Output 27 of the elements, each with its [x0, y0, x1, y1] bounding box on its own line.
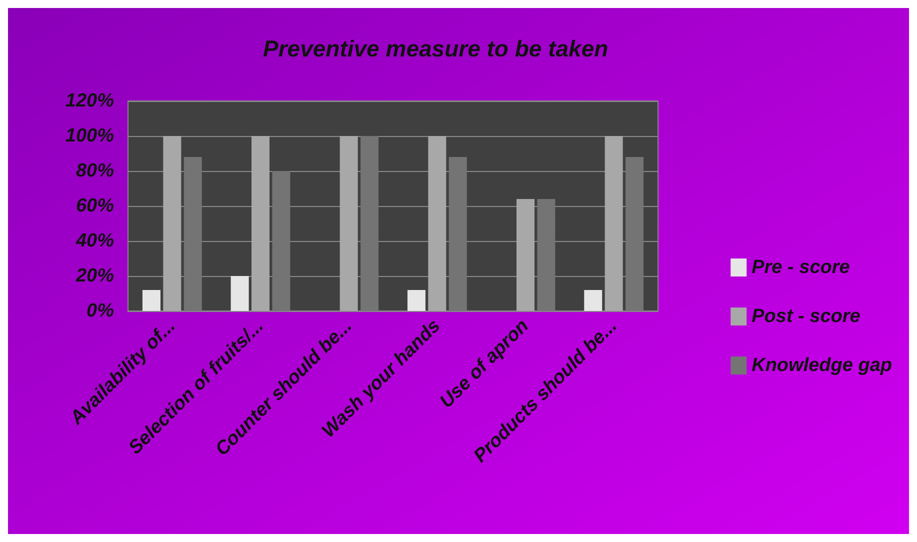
y-tick-label: 120%	[65, 90, 114, 112]
bar	[272, 171, 290, 311]
legend-label: Knowledge gap	[752, 355, 892, 376]
legend-label: Pre - score	[752, 257, 850, 278]
bar	[428, 136, 446, 311]
bar	[184, 157, 202, 311]
y-tick-label: 60%	[76, 196, 114, 216]
bar	[626, 157, 644, 311]
bar	[340, 136, 358, 311]
bar	[163, 136, 182, 311]
bar	[252, 136, 270, 311]
y-tick-label: 100%	[65, 126, 114, 146]
bar	[407, 290, 426, 311]
y-tick-label: 0%	[86, 300, 114, 322]
bar	[537, 199, 556, 311]
y-tick-label: 40%	[74, 230, 114, 252]
y-tick-label: 20%	[74, 266, 114, 286]
bar	[604, 136, 623, 311]
chart-title: Preventive measure to be taken	[263, 36, 608, 62]
y-tick-label: 80%	[76, 160, 114, 182]
legend-label: Post - score	[752, 306, 861, 327]
bar	[360, 136, 379, 311]
bar	[516, 199, 534, 311]
bar	[142, 290, 160, 311]
bar	[584, 290, 602, 311]
bar	[230, 276, 249, 311]
bar	[448, 157, 467, 311]
